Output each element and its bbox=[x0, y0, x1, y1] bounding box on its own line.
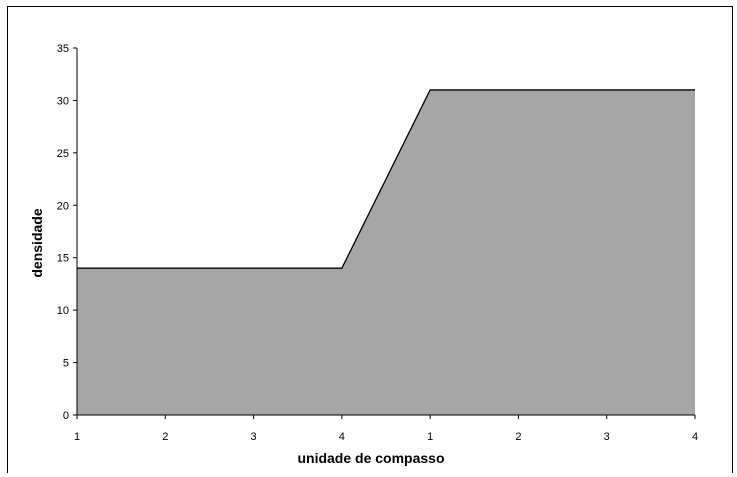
y-tick-label: 20 bbox=[57, 200, 69, 212]
y-tick-label: 25 bbox=[57, 148, 69, 160]
y-tick-label: 30 bbox=[57, 95, 69, 107]
y-tick-label: 10 bbox=[57, 305, 69, 317]
y-tick-label: 35 bbox=[57, 43, 69, 55]
y-tick-label: 15 bbox=[57, 253, 69, 265]
x-tick-label: 3 bbox=[604, 431, 610, 443]
x-tick-label: 3 bbox=[251, 431, 257, 443]
x-tick-label: 1 bbox=[427, 431, 433, 443]
y-tick-label: 0 bbox=[63, 410, 69, 422]
area-fill bbox=[77, 89, 695, 415]
x-tick-label: 4 bbox=[339, 431, 345, 443]
x-axis-title: unidade de compasso bbox=[297, 450, 444, 466]
x-tick-label: 2 bbox=[515, 431, 521, 443]
x-tick-label: 4 bbox=[692, 431, 698, 443]
y-tick-label: 5 bbox=[63, 358, 69, 370]
y-axis-title: densidade bbox=[29, 208, 45, 277]
x-tick-label: 1 bbox=[74, 431, 80, 443]
series-line bbox=[77, 89, 695, 269]
x-tick-label: 2 bbox=[162, 431, 168, 443]
